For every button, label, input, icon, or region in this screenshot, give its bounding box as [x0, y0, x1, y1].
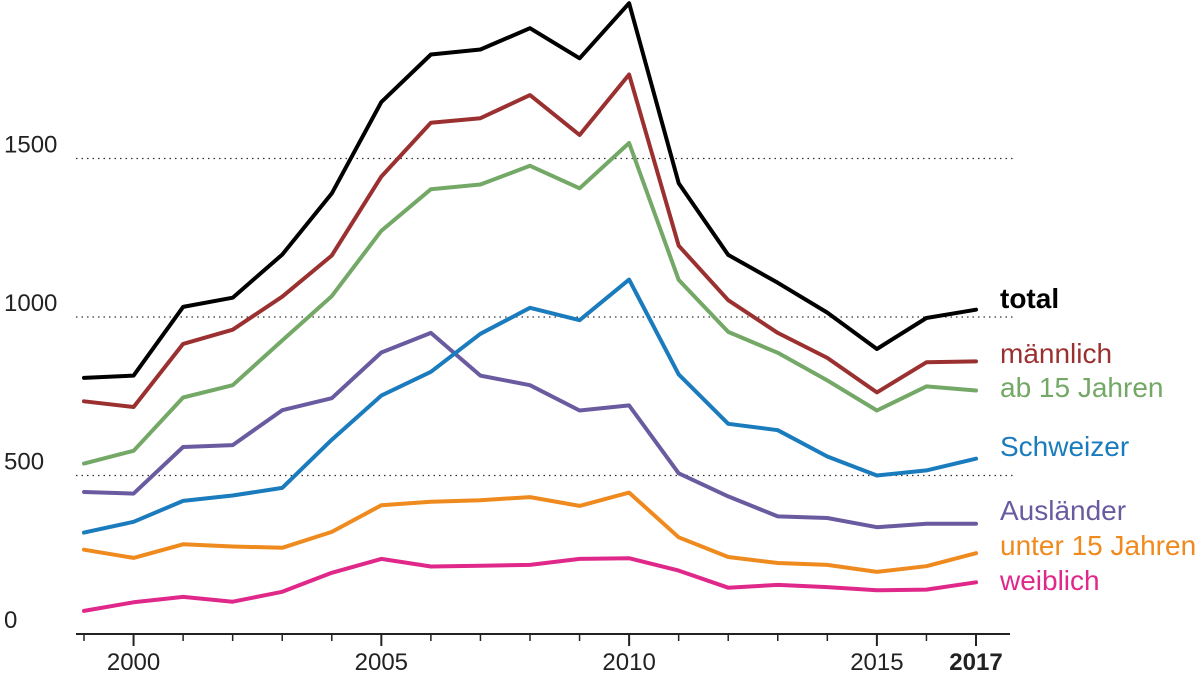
series-line-ausländer — [82, 330, 978, 530]
series-line-schweizer — [82, 277, 978, 535]
series-line-männlich — [82, 72, 978, 409]
series-label-weiblich: weiblich — [999, 565, 1100, 596]
series-line-total — [82, 1, 978, 380]
series-label-ab-15-jahren: ab 15 Jahren — [1000, 372, 1163, 403]
y-tick-label: 1000 — [4, 290, 57, 317]
y-tick-label: 0 — [4, 607, 17, 634]
x-tick-label: 2010 — [602, 649, 655, 675]
y-axis-tick-labels: 0 500 1000 1500 — [4, 132, 57, 635]
series-lines — [82, 1, 978, 613]
x-tick-label: 2015 — [850, 649, 903, 675]
gridlines — [76, 157, 1016, 477]
series-line-ab-15-jahren — [82, 141, 978, 466]
series-label-schweizer: Schweizer — [1000, 431, 1129, 462]
y-tick-label: 1500 — [4, 132, 57, 159]
y-tick-label: 500 — [4, 449, 44, 476]
x-tick-label: 2000 — [107, 649, 160, 675]
x-axis — [76, 633, 1010, 646]
x-tick-label: 2017 — [949, 649, 1002, 675]
series-label-männlich: männlich — [1000, 338, 1112, 369]
series-label-unter-15-jahren: unter 15 Jahren — [1000, 530, 1196, 561]
series-label-ausländer: Ausländer — [1000, 495, 1126, 526]
series-line-unter-15-jahren — [82, 490, 978, 574]
series-label-total: total — [1000, 283, 1059, 314]
x-axis-tick-labels: 2000 2005 2010 2015 2017 — [107, 649, 1003, 675]
series-line-weiblich — [82, 556, 978, 613]
x-tick-label: 2005 — [355, 649, 408, 675]
